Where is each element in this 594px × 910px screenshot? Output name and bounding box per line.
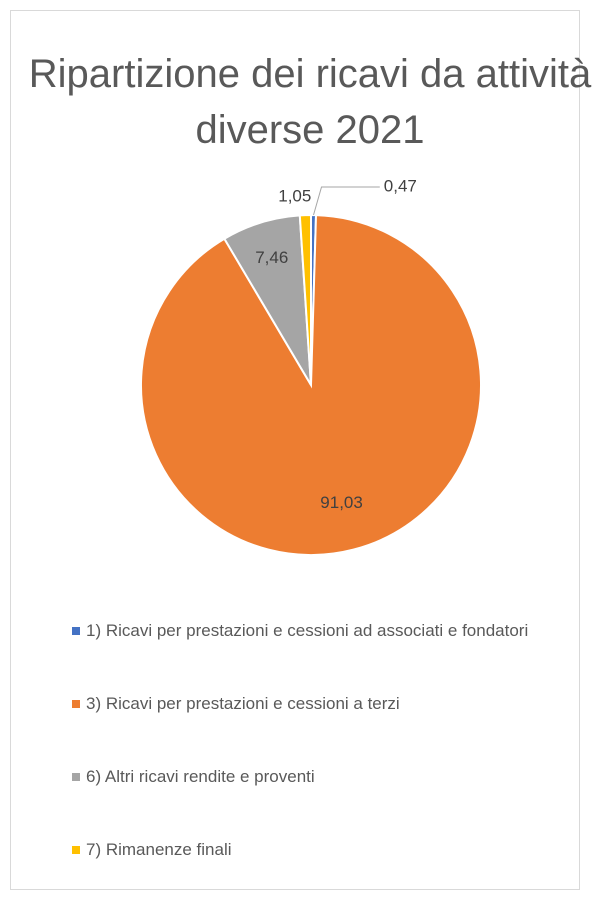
legend-marker	[72, 700, 80, 708]
legend-label: 1) Ricavi per prestazioni e cessioni ad …	[86, 621, 529, 640]
chart-title: Ripartizione dei ricavi da attività dive…	[28, 52, 592, 152]
data-label: 1,05	[278, 187, 311, 206]
data-label: 0,47	[384, 177, 417, 196]
legend-marker	[72, 846, 80, 854]
legend-item: 1) Ricavi per prestazioni e cessioni ad …	[72, 618, 572, 691]
page: 0,47 91,03 7,46 1,05 Ripartizione dei ricav…	[10, 10, 592, 890]
legend-marker	[72, 773, 80, 781]
legend-label: 6) Altri ricavi rendite e proventi	[86, 767, 315, 786]
pie-slice	[298, 213, 312, 386]
legend-marker	[72, 627, 80, 635]
leader-line	[313, 186, 380, 216]
legend-item: 6) Altri ricavi rendite e proventi	[72, 764, 572, 837]
legend-label: 3) Ricavi per prestazioni e cessioni a t…	[86, 694, 400, 713]
data-label: 91,03	[320, 493, 363, 512]
legend-label: 7) Rimanenze finali	[86, 840, 232, 859]
legend-item: 3) Ricavi per prestazioni e cessioni a t…	[72, 691, 572, 764]
data-label: 7,46	[255, 248, 288, 267]
legend: 1) Ricavi per prestazioni e cessioni ad …	[72, 618, 572, 910]
legend-item: 7) Rimanenze finali	[72, 837, 572, 910]
chart: 0,47 91,03 7,46 1,05	[140, 177, 482, 556]
